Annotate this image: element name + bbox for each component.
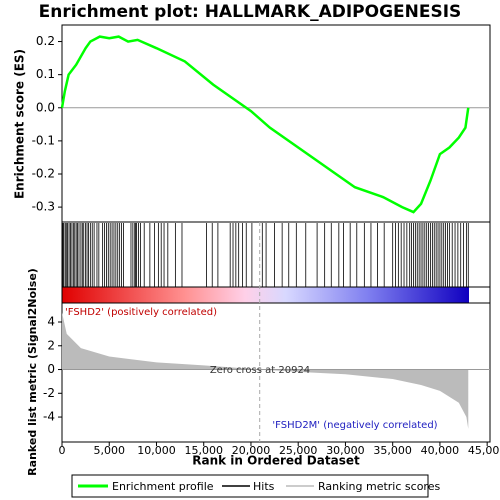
- legend-label: Enrichment profile: [112, 480, 214, 493]
- frame: [61, 24, 491, 443]
- y-tick-label: 0.0: [36, 100, 55, 114]
- y-tick-label: -0.3: [32, 200, 55, 214]
- y-tick-label: 4: [47, 315, 55, 329]
- x-tick-label: 45,000: [468, 444, 500, 457]
- x-tick-label: 35,000: [373, 444, 412, 457]
- y-axis-label: Ranked list metric (Signal2Noise): [26, 268, 39, 476]
- y-tick-label: -0.2: [32, 166, 55, 180]
- es-curve: [60, 35, 470, 214]
- y-tick-label: -4: [43, 410, 55, 424]
- x-tick-label: 30,000: [326, 444, 365, 457]
- y-tick-label: -0.1: [32, 133, 55, 147]
- color-bar: [62, 287, 469, 303]
- y-tick-label: 0.1: [36, 67, 55, 81]
- x-tick-label: 0: [59, 444, 66, 457]
- x-tick-label: 20,000: [232, 444, 271, 457]
- y-axis-label: Enrichment score (ES): [13, 49, 27, 199]
- y-tick-label: 2: [47, 338, 55, 352]
- y-tick-label: -2: [43, 386, 55, 400]
- x-tick-label: 15,000: [184, 444, 223, 457]
- x-tick-label: 10,000: [137, 444, 176, 457]
- annotation: 'FSHD2' (positively correlated): [65, 307, 217, 318]
- legend-label: Ranking metric scores: [318, 480, 440, 493]
- x-tick-label: 40,000: [421, 444, 460, 457]
- x-tick-label: 25,000: [279, 444, 318, 457]
- annotation: 'FSHD2M' (negatively correlated): [272, 420, 437, 431]
- y-tick-label: 0: [47, 362, 55, 376]
- annotation: Zero cross at 20924: [210, 365, 310, 376]
- y-tick-label: 0.2: [36, 34, 55, 48]
- x-tick-label: 5,000: [93, 444, 125, 457]
- chart-title: Enrichment plot: HALLMARK_ADIPOGENESIS: [39, 2, 462, 22]
- x-axis-label: Rank in Ordered Dataset: [192, 454, 360, 468]
- metric-area: [62, 312, 469, 429]
- legend-label: Hits: [253, 480, 275, 493]
